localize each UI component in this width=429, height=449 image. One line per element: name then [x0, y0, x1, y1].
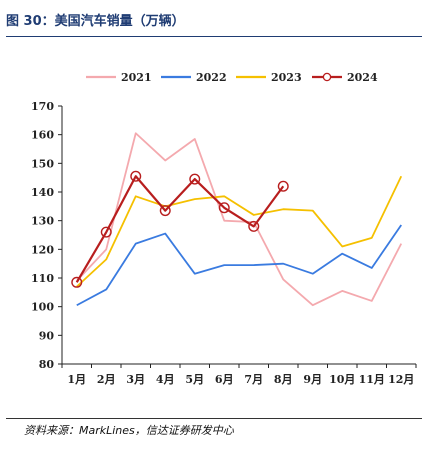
series-line-2022 [76, 224, 402, 307]
legend-label-2024: 2024 [347, 71, 378, 84]
y-tick-label: 150 [31, 157, 54, 170]
y-tick-label: 170 [31, 100, 54, 113]
x-tick-label: 9月 [303, 373, 322, 386]
y-tick-label: 120 [31, 243, 54, 256]
data-point-2024 [248, 220, 260, 232]
x-tick-label: 7月 [244, 373, 263, 386]
data-point-2024 [277, 180, 289, 192]
legend-label-2021: 2021 [121, 71, 152, 84]
y-tick-label: 130 [31, 215, 54, 228]
x-tick-label: 2月 [97, 373, 116, 386]
y-tick-label: 100 [31, 301, 54, 314]
axes: 80 90 100 110 120 130 140 150 160 170 1月 2月 3月 4月 5月 6月… [31, 100, 417, 386]
y-tick-label: 80 [39, 358, 55, 371]
source-note: 资料来源：MarkLines，信达证券研发中心 [24, 424, 234, 437]
x-tick-label: 8月 [274, 373, 293, 386]
series-layer [71, 132, 403, 307]
figure-title: 图 30：美国汽车销量（万辆） [6, 14, 185, 29]
x-tick-label: 11月 [359, 373, 385, 386]
source-rule [6, 418, 422, 419]
data-point-2024 [159, 205, 171, 217]
x-tick-label: 4月 [156, 373, 175, 386]
y-tick-label: 160 [31, 129, 54, 142]
data-point-2024 [218, 202, 230, 214]
series-line-2021 [76, 132, 403, 307]
data-point-2024 [71, 276, 83, 288]
x-tick-label: 12月 [388, 373, 414, 386]
x-tick-label: 10月 [329, 373, 355, 386]
x-tick-label: 6月 [215, 373, 234, 386]
x-tick-label: 3月 [126, 373, 145, 386]
legend-label-2023: 2023 [271, 71, 302, 84]
y-tick-label: 90 [39, 329, 55, 342]
legend-label-2022: 2022 [196, 71, 227, 84]
legend: 2021 2022 2023 2024 [86, 71, 378, 84]
data-point-2024 [189, 173, 201, 185]
x-tick-label: 1月 [67, 373, 86, 386]
x-tick-label: 5月 [185, 373, 204, 386]
title-rule [6, 36, 422, 37]
y-tick-label: 110 [31, 272, 54, 285]
legend-marker-2024 [322, 72, 332, 82]
y-tick-label: 140 [31, 186, 54, 199]
series-line-2023 [76, 175, 403, 288]
series-line-2024 [75, 175, 285, 283]
data-point-2024 [130, 170, 142, 182]
data-point-2024 [100, 226, 112, 238]
